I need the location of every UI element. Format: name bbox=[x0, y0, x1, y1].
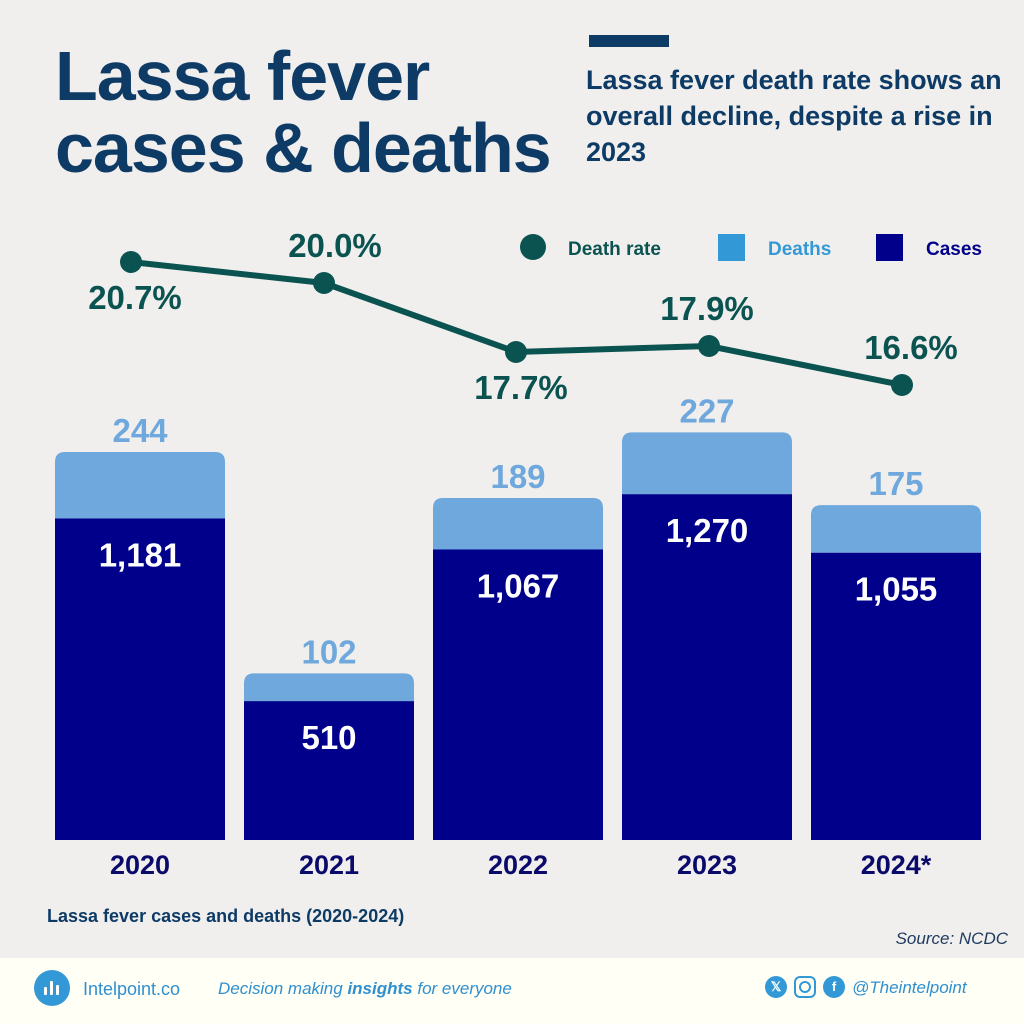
cases-value-label: 1,270 bbox=[666, 512, 749, 549]
cases-value-label: 1,055 bbox=[855, 571, 938, 608]
cases-value-label: 510 bbox=[301, 719, 356, 756]
chart: 244 1,181 2020 102 510 2021 189 1,067 2022 227 1,2… bbox=[55, 227, 982, 880]
subtitle: Lassa fever death rate shows an overall … bbox=[586, 65, 1002, 167]
legend-death-rate: Death rate bbox=[568, 239, 661, 260]
legend-death-rate-icon bbox=[520, 234, 546, 260]
cases-bar bbox=[55, 518, 225, 840]
deaths-bar bbox=[55, 452, 225, 519]
x-icon[interactable]: 𝕏 bbox=[765, 976, 787, 998]
x-tick-label: 2021 bbox=[299, 850, 359, 880]
intelpoint-logo-icon bbox=[34, 970, 70, 1006]
tagline-pre: Decision making bbox=[218, 979, 348, 998]
legend-deaths-icon bbox=[718, 234, 745, 261]
tagline-post: for everyone bbox=[412, 979, 512, 998]
death-rate-point bbox=[698, 335, 720, 357]
subtitle-accent-bar bbox=[589, 35, 669, 47]
deaths-bar bbox=[811, 505, 981, 553]
deaths-bar bbox=[433, 498, 603, 550]
death-rate-label: 16.6% bbox=[864, 329, 958, 366]
x-tick-label: 2020 bbox=[110, 850, 170, 880]
source-note: Source: NCDC bbox=[895, 929, 1008, 948]
cases-bar bbox=[811, 552, 981, 840]
cases-bar bbox=[433, 549, 603, 840]
x-tick-label: 2022 bbox=[488, 850, 548, 880]
legend-deaths: Deaths bbox=[768, 239, 831, 260]
death-rate-label: 20.0% bbox=[288, 227, 382, 264]
legend-cases-icon bbox=[876, 234, 903, 261]
title-line-2: cases & deaths bbox=[55, 109, 552, 187]
death-rate-label: 20.7% bbox=[88, 279, 182, 316]
death-rate-label: 17.7% bbox=[474, 369, 568, 406]
cases-bar bbox=[244, 701, 414, 840]
death-rate-point bbox=[120, 251, 142, 273]
title-line-1: Lassa fever bbox=[55, 37, 430, 115]
cases-bar bbox=[622, 494, 792, 840]
deaths-value-label: 227 bbox=[679, 392, 734, 429]
deaths-value-label: 189 bbox=[490, 458, 545, 495]
death-rate-point bbox=[505, 341, 527, 363]
chart-caption: Lassa fever cases and deaths (2020-2024) bbox=[47, 906, 405, 926]
death-rate-line bbox=[130, 259, 903, 388]
brand-link[interactable]: Intelpoint.co bbox=[83, 979, 181, 999]
cases-value-label: 1,067 bbox=[477, 567, 560, 604]
footer: Intelpoint.co Decision making insights f… bbox=[0, 958, 1024, 1024]
social-handle[interactable]: @Theintelpoint bbox=[852, 978, 967, 997]
deaths-value-label: 102 bbox=[301, 633, 356, 670]
death-rate-label: 17.9% bbox=[660, 290, 754, 327]
page-title: Lassa fever cases & deaths bbox=[55, 37, 552, 187]
tagline-bold: insights bbox=[347, 979, 413, 998]
death-rate-point bbox=[891, 374, 913, 396]
tagline: Decision making insights for everyone bbox=[218, 979, 512, 999]
x-tick-label: 2024* bbox=[861, 850, 932, 880]
deaths-value-label: 175 bbox=[868, 465, 923, 502]
death-rate-point bbox=[313, 272, 335, 294]
x-tick-label: 2023 bbox=[677, 850, 737, 880]
deaths-bar bbox=[622, 432, 792, 495]
instagram-icon[interactable] bbox=[794, 976, 816, 998]
cases-value-label: 1,181 bbox=[99, 536, 182, 573]
legend-cases: Cases bbox=[926, 239, 982, 260]
facebook-icon[interactable]: f bbox=[823, 976, 845, 998]
deaths-value-label: 244 bbox=[112, 412, 168, 449]
deaths-bar bbox=[244, 673, 414, 702]
